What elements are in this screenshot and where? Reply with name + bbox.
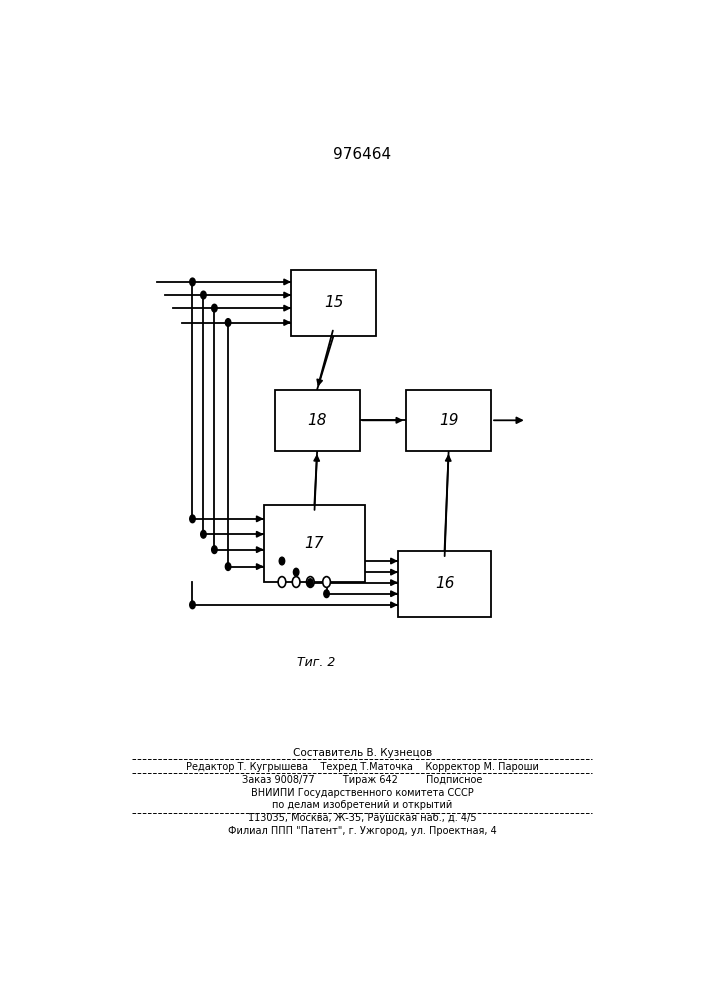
Text: по делам изобретений и открытий: по делам изобретений и открытий	[272, 800, 452, 810]
Text: Заказ 9008/77         Тираж 642         Подписное: Заказ 9008/77 Тираж 642 Подписное	[243, 775, 482, 785]
Circle shape	[226, 563, 230, 570]
Bar	[398, 551, 491, 617]
Bar	[264, 505, 365, 582]
Circle shape	[308, 579, 313, 586]
Text: Τиг. 2: Τиг. 2	[296, 656, 335, 669]
Circle shape	[189, 601, 195, 609]
Circle shape	[201, 530, 206, 538]
Bar	[291, 270, 376, 336]
Circle shape	[189, 515, 195, 523]
Bar	[275, 389, 360, 451]
Text: 19: 19	[439, 413, 458, 428]
Circle shape	[292, 577, 300, 587]
Circle shape	[211, 546, 217, 554]
Text: 17: 17	[305, 536, 324, 551]
Circle shape	[279, 557, 285, 565]
Circle shape	[322, 577, 330, 587]
Circle shape	[293, 568, 299, 576]
Text: Редактор Т. Кугрышева    Техред Т.Маточка    Корректор М. Пароши: Редактор Т. Кугрышева Техред Т.Маточка К…	[186, 762, 539, 772]
Text: ВНИИПИ Государственного комитета СССР: ВНИИПИ Государственного комитета СССР	[251, 788, 474, 798]
Bar	[407, 389, 491, 451]
Circle shape	[189, 278, 195, 286]
Circle shape	[278, 577, 286, 587]
Text: 113035, Москва, Ж-35, Раушская наб., д. 4/5: 113035, Москва, Ж-35, Раушская наб., д. …	[248, 813, 477, 823]
Circle shape	[307, 577, 314, 587]
Text: Филиал ППП "Патент", г. Ужгород, ул. Проектная, 4: Филиал ППП "Патент", г. Ужгород, ул. Про…	[228, 826, 497, 836]
Circle shape	[211, 304, 217, 312]
Text: 15: 15	[324, 295, 344, 310]
Text: 976464: 976464	[333, 147, 392, 162]
Circle shape	[226, 319, 230, 326]
Text: 16: 16	[435, 576, 455, 591]
Circle shape	[201, 291, 206, 299]
Text: 18: 18	[308, 413, 327, 428]
Text: Составитель В. Кузнецов: Составитель В. Кузнецов	[293, 748, 432, 758]
Circle shape	[324, 590, 329, 598]
